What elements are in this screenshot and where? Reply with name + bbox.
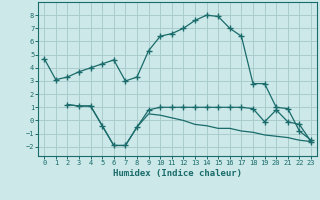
- X-axis label: Humidex (Indice chaleur): Humidex (Indice chaleur): [113, 169, 242, 178]
